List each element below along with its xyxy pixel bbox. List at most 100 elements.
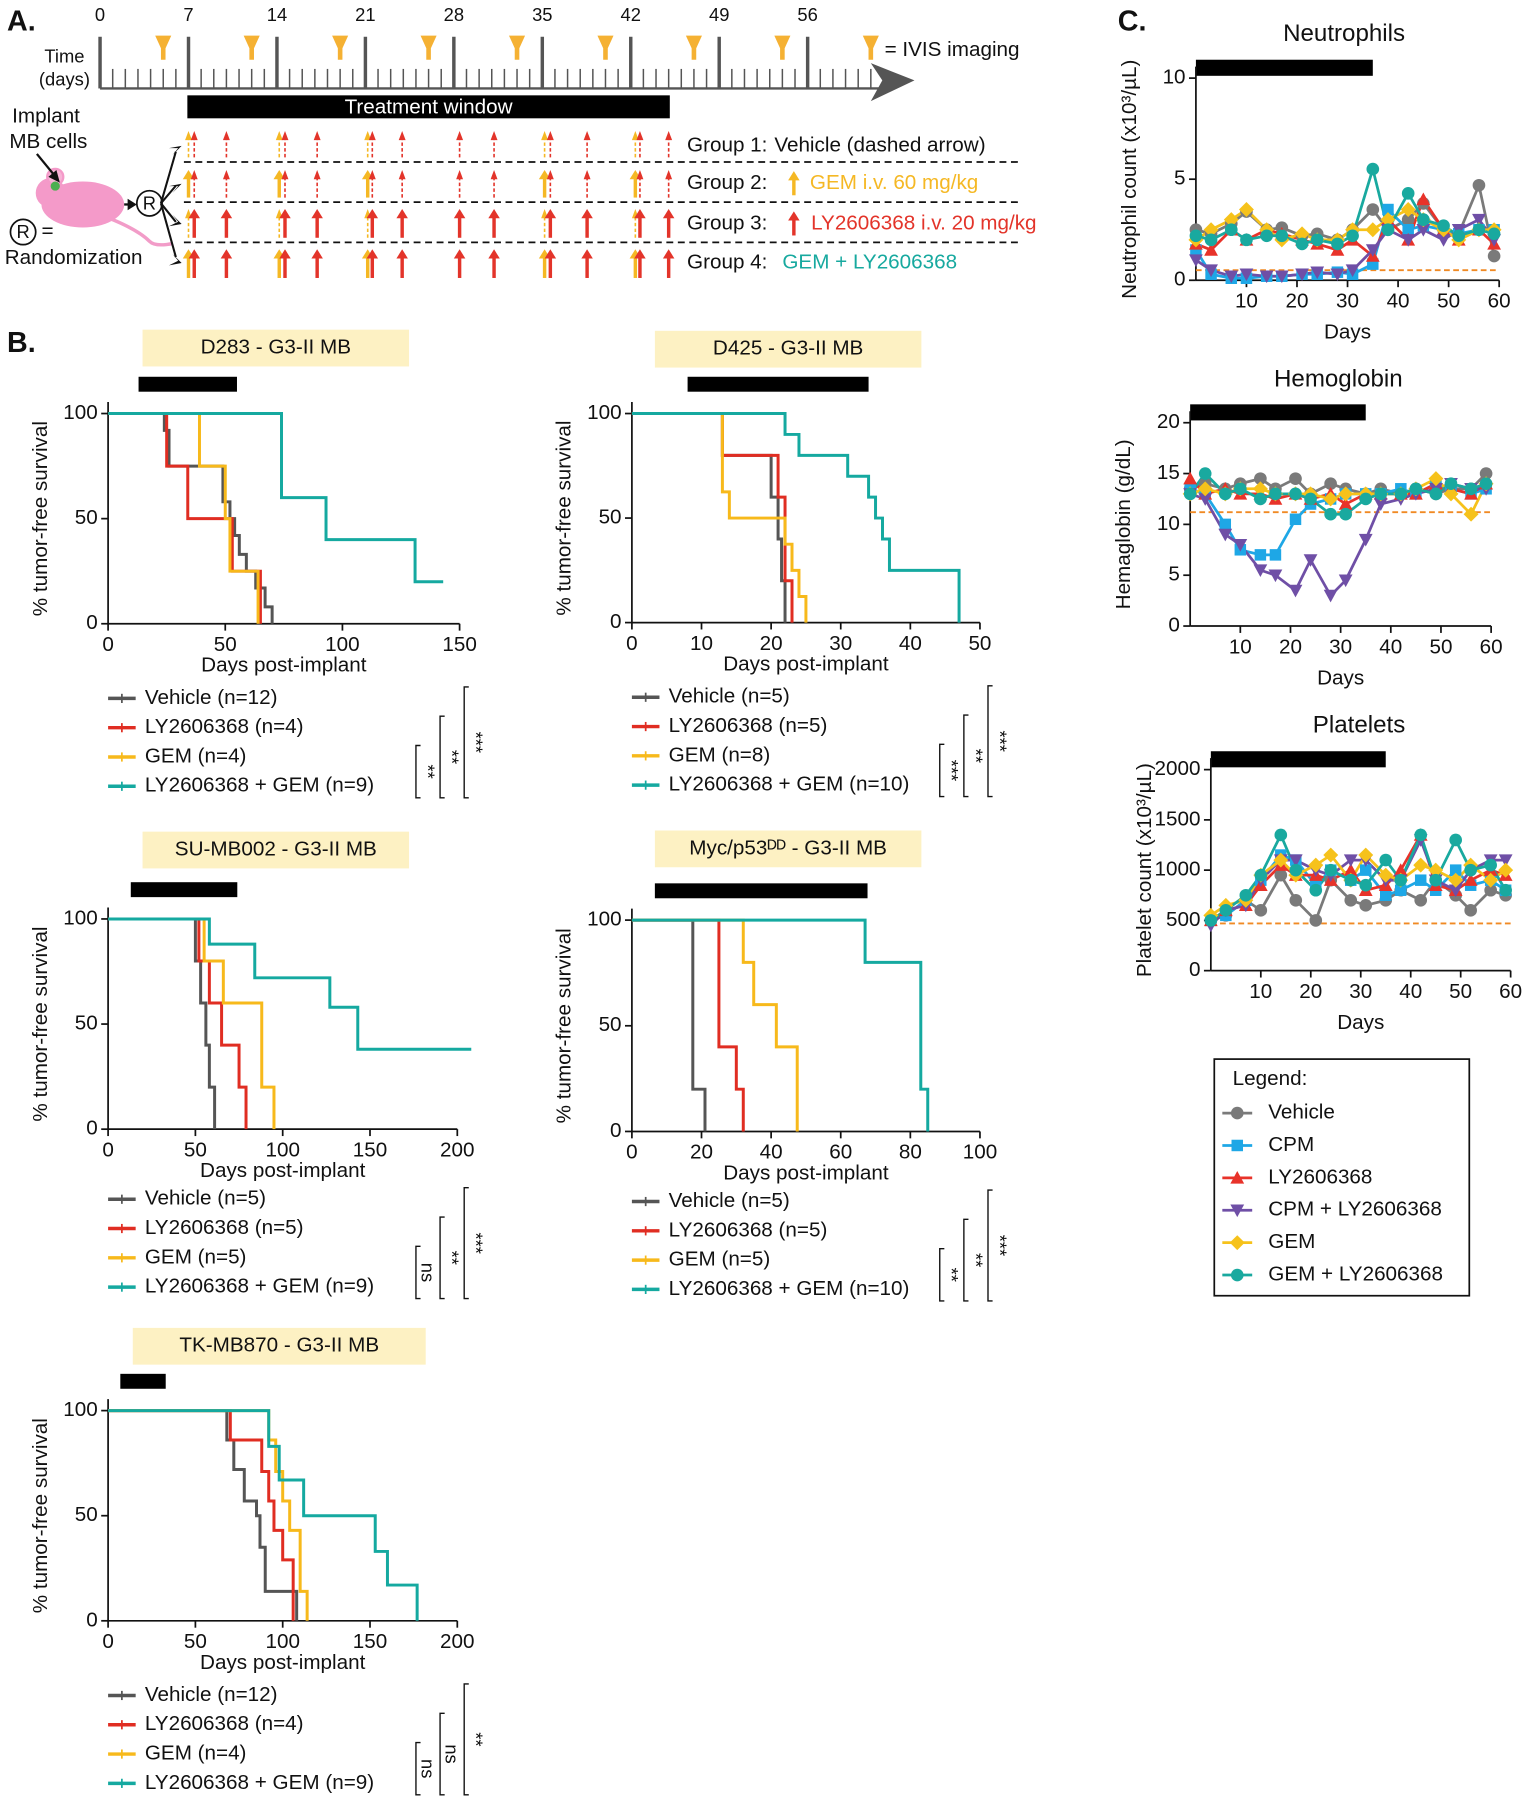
marker	[1275, 229, 1289, 243]
x-tick-label: 30	[1329, 635, 1352, 658]
y-tick-label: 100	[587, 401, 621, 424]
significance-label: ns	[417, 1759, 438, 1778]
group-text: Vehicle (dashed arrow)	[774, 133, 985, 156]
x-tick-label: 10	[1229, 635, 1252, 658]
dose-arrowhead	[364, 130, 372, 141]
marker	[1338, 497, 1353, 510]
chart-title: D425 - G3-II MB	[713, 337, 863, 360]
x-tick-label: 50	[1429, 635, 1452, 658]
x-tick-label: 20	[690, 1141, 713, 1164]
x-tick-label: 0	[626, 632, 638, 655]
marker	[1338, 574, 1353, 588]
marker	[1382, 203, 1394, 216]
significance-bracket	[415, 1741, 421, 1796]
legend-label: Vehicle	[1268, 1101, 1335, 1124]
dose-arrowhead	[220, 249, 233, 259]
marker	[1373, 498, 1388, 511]
x-tick-label: 10	[1235, 290, 1258, 313]
x-axis-label: Days post-implant	[200, 1651, 366, 1674]
treatment-window	[654, 883, 868, 899]
fan-arrow	[159, 203, 177, 258]
marker	[1463, 506, 1479, 522]
marker	[1472, 178, 1486, 192]
significance-label: **	[442, 750, 463, 764]
randomization-circle-key	[9, 218, 37, 246]
significance-bracket	[939, 1247, 945, 1302]
x-tick-label: 100	[265, 1138, 299, 1161]
y-tick-label: 5	[1168, 563, 1180, 586]
legend-label: LY2606368 (n=5)	[669, 714, 828, 737]
y-axis-label: % tumor-free survival	[29, 926, 52, 1121]
marker	[1394, 873, 1408, 887]
legend-marker	[1230, 1268, 1244, 1282]
significance-label: ***	[989, 730, 1010, 751]
marker	[1239, 268, 1254, 282]
dose-arrowhead	[490, 130, 498, 141]
x-tick-label: 150	[353, 1630, 387, 1653]
x-tick-label: 30	[829, 632, 852, 655]
dose-arrowhead	[366, 249, 379, 259]
marker	[1366, 162, 1380, 176]
marker	[1309, 883, 1323, 897]
title-box	[132, 1327, 426, 1365]
y-tick-label: 100	[63, 906, 97, 929]
y-tick-label: 15	[1157, 461, 1180, 484]
day-label: 14	[267, 4, 287, 25]
y-axis-label: % tumor-free survival	[553, 928, 576, 1123]
dose-arrowhead	[313, 170, 321, 180]
marker	[1274, 270, 1289, 284]
legend-label: LY2606368 + GEM (n=9)	[145, 774, 374, 797]
title-box	[142, 831, 410, 869]
legend-marker	[1230, 1170, 1245, 1184]
x-tick-label: 60	[1480, 635, 1503, 658]
survival-curve	[108, 1409, 295, 1621]
significance-bracket	[439, 715, 445, 799]
legend-label: LY2606368 + GEM (n=10)	[669, 773, 910, 796]
y-tick-label: 50	[75, 506, 98, 529]
marker	[1304, 492, 1317, 506]
marker	[1198, 493, 1213, 506]
x-tick-label: 60	[1488, 290, 1511, 313]
marker	[1323, 491, 1339, 507]
dose-arrowhead	[665, 170, 673, 180]
marker	[1274, 828, 1288, 842]
x-tick-label: 40	[1387, 290, 1410, 313]
dose-arrowhead	[546, 130, 554, 141]
x-tick-label: 200	[440, 1138, 474, 1161]
significance-bracket	[939, 743, 945, 798]
marker	[1402, 223, 1414, 236]
marker	[1338, 486, 1354, 502]
x-axis-label: Days post-implant	[201, 654, 367, 677]
y-tick-label: 1000	[1155, 858, 1201, 881]
x-tick-label: 150	[442, 633, 476, 656]
significance-bracket	[439, 1216, 445, 1300]
fan-arrowhead	[168, 214, 182, 227]
x-tick-label: 20	[1279, 635, 1302, 658]
legend-label: LY2606368 + GEM (n=9)	[145, 1275, 374, 1298]
y-tick-label: 50	[599, 506, 622, 529]
dose-arrowhead	[544, 249, 557, 259]
x-axis-label: Days post-implant	[723, 1161, 889, 1184]
randomization-label: =	[41, 219, 53, 242]
day-label: 42	[621, 4, 641, 25]
marker	[1401, 213, 1415, 226]
dose-arrowhead	[398, 130, 406, 141]
legend-label: LY2606368	[1268, 1165, 1372, 1188]
chart-title: Neutrophils	[1283, 20, 1405, 47]
dose-arrowhead	[631, 130, 639, 141]
marker	[1365, 222, 1381, 238]
marker	[1463, 873, 1478, 886]
marker	[1324, 477, 1337, 491]
dose-arrowhead	[583, 130, 591, 141]
legend-label: LY2606368 (n=4)	[145, 1712, 304, 1735]
survival-curve	[631, 918, 799, 1132]
marker	[1273, 852, 1289, 868]
title-box	[654, 330, 922, 368]
marker	[1464, 863, 1477, 877]
marker	[1417, 213, 1430, 226]
legend-label: Vehicle (n=5)	[669, 1189, 790, 1212]
x-tick-label: 30	[1349, 980, 1372, 1003]
marker	[1254, 549, 1267, 561]
x-tick-label: 40	[899, 632, 922, 655]
y-tick-label: 50	[599, 1013, 622, 1036]
